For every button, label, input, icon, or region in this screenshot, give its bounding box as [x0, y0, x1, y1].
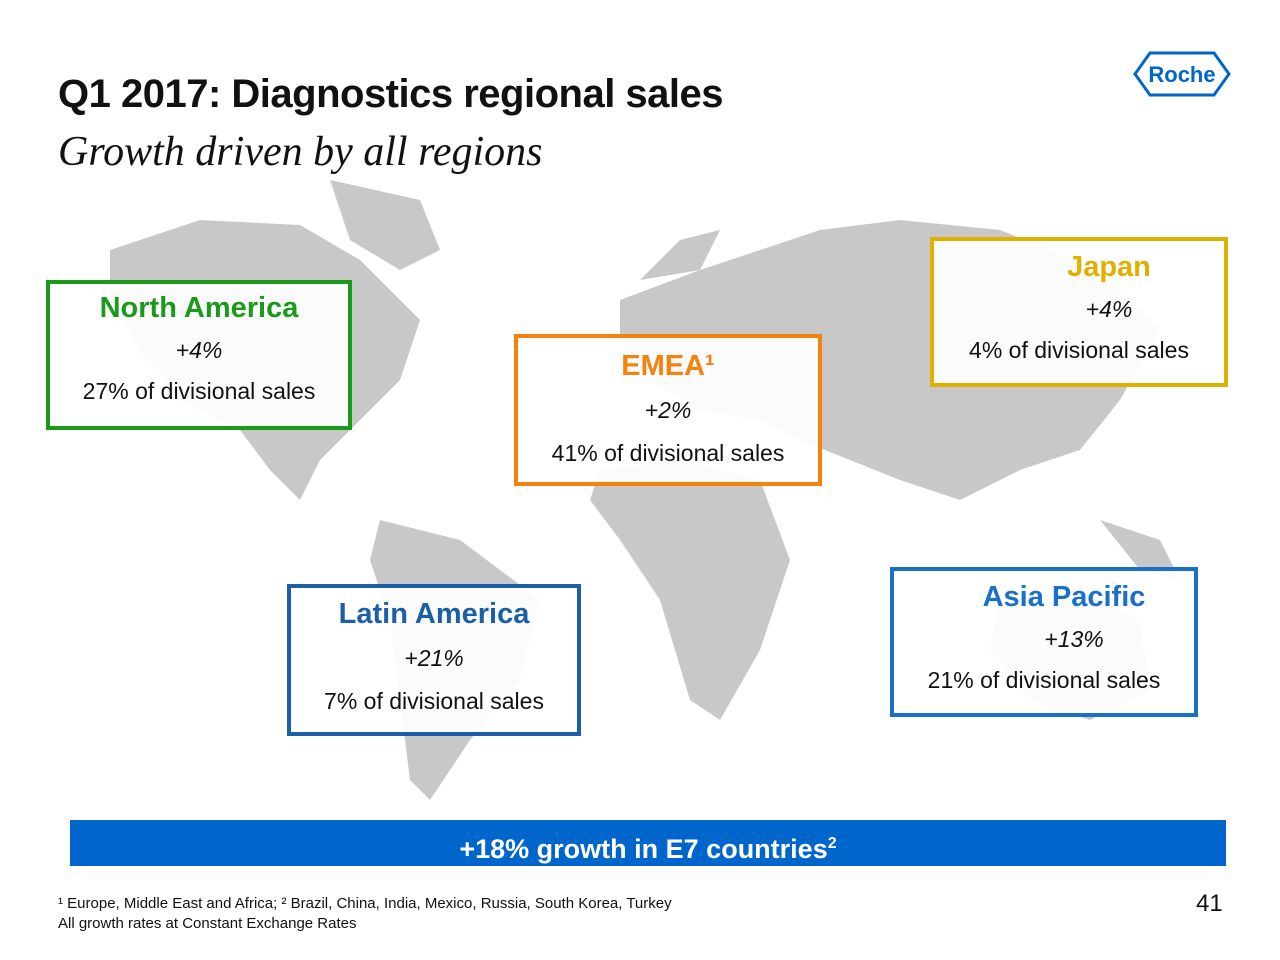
- region-growth: +13%: [1044, 626, 1104, 652]
- region-emea: EMEA¹ +2% 41% of divisional sales: [514, 334, 822, 486]
- footnote-line-2: All growth rates at Constant Exchange Ra…: [58, 915, 357, 932]
- region-japan: Japan +4% 4% of divisional sales: [930, 237, 1228, 387]
- region-share: 41% of divisional sales: [551, 440, 785, 466]
- e7-growth-banner: +18% growth in E7 countries2: [70, 820, 1226, 866]
- page-subtitle: Growth driven by all regions: [58, 129, 543, 175]
- banner-text: +18% growth in E7 countries: [459, 834, 828, 864]
- region-share: 27% of divisional sales: [82, 378, 316, 404]
- region-growth: +4%: [1085, 296, 1133, 322]
- region-name: Asia Pacific: [982, 581, 1146, 613]
- banner-footnote-mark: 2: [827, 835, 837, 852]
- page-title: Q1 2017: Diagnostics regional sales: [58, 72, 724, 116]
- page-number: 41: [1196, 890, 1223, 917]
- footnote-line-1: ¹ Europe, Middle East and Africa; ² Braz…: [58, 895, 672, 912]
- region-share: 7% of divisional sales: [324, 688, 544, 714]
- region-asia-pacific: Asia Pacific +13% 21% of divisional sale…: [890, 567, 1198, 717]
- region-name: Latin America: [338, 598, 530, 630]
- footnotes: ¹ Europe, Middle East and Africa; ² Braz…: [58, 894, 672, 934]
- region-share: 4% of divisional sales: [969, 337, 1189, 363]
- region-share: 21% of divisional sales: [927, 667, 1161, 693]
- region-name: Japan: [1067, 251, 1151, 283]
- svg-text:Roche: Roche: [1148, 62, 1215, 87]
- region-north-america: North America +4% 27% of divisional sale…: [46, 280, 352, 430]
- roche-logo-icon: Roche: [1133, 51, 1231, 97]
- region-growth: +2%: [644, 397, 692, 423]
- region-latin-america: Latin America +21% 7% of divisional sale…: [287, 584, 581, 736]
- region-name: EMEA¹: [621, 350, 715, 382]
- region-name: North America: [99, 292, 299, 324]
- region-growth: +21%: [404, 645, 464, 671]
- region-growth: +4%: [175, 337, 223, 363]
